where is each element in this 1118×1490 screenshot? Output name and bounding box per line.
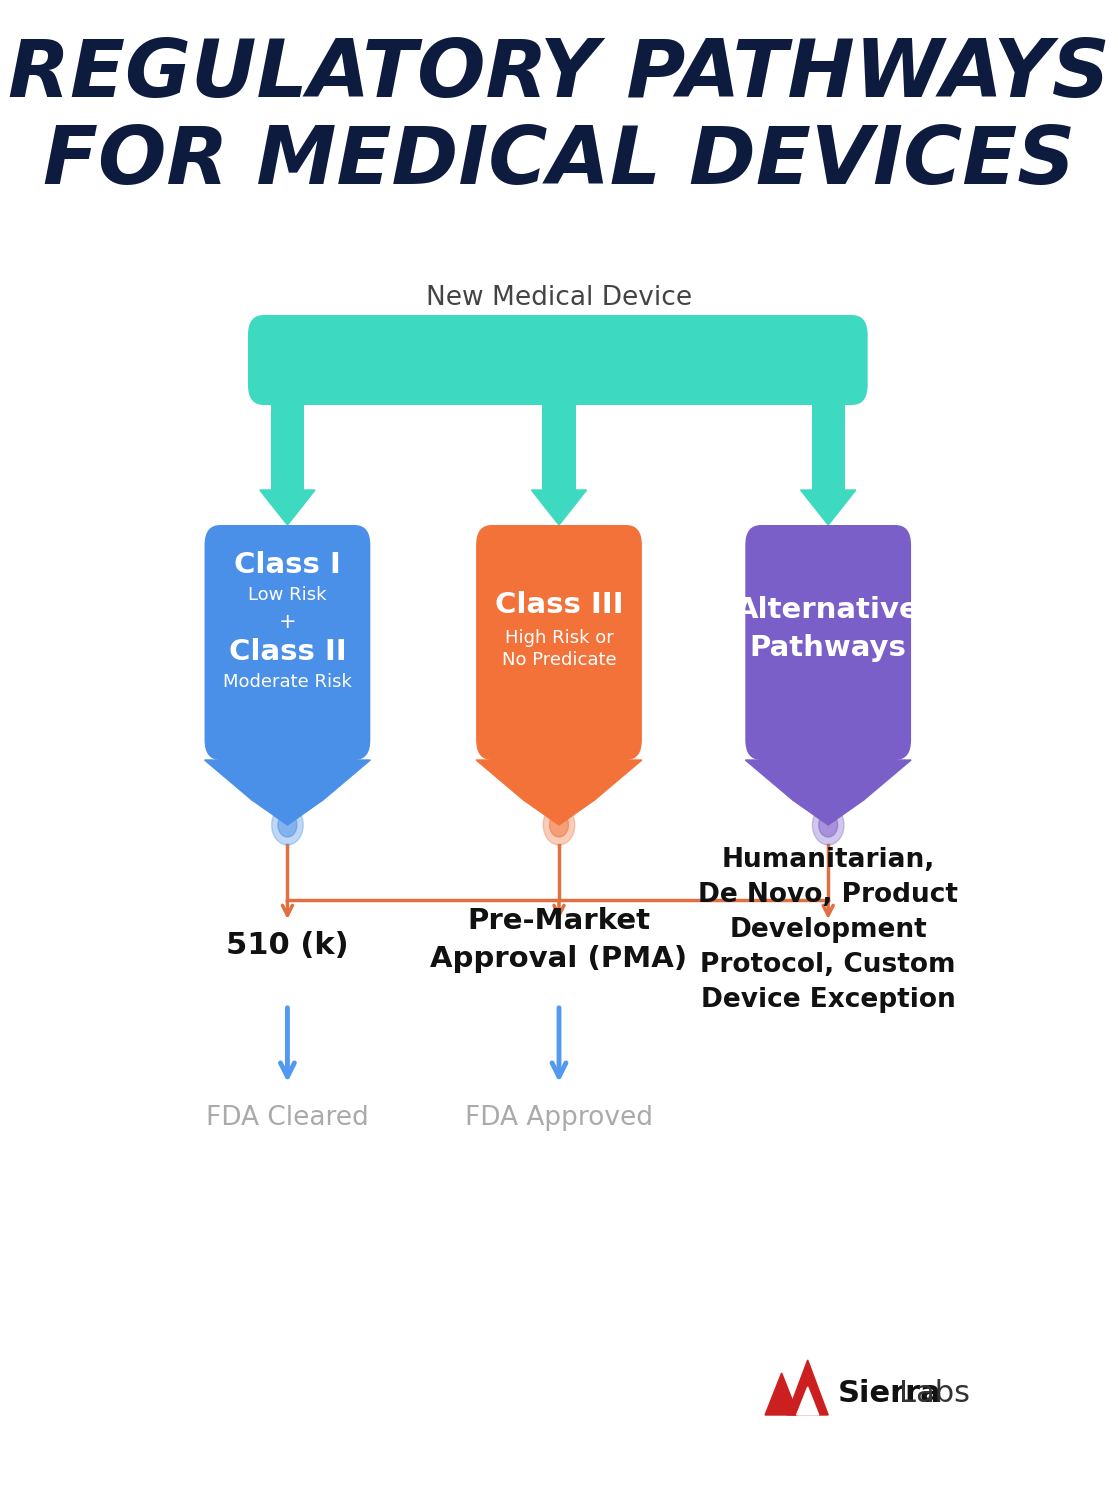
Circle shape — [272, 805, 303, 845]
Text: Low Risk: Low Risk — [248, 586, 326, 603]
Circle shape — [550, 814, 568, 837]
Text: Humanitarian,
De Novo, Product
Development
Protocol, Custom
Device Exception: Humanitarian, De Novo, Product Developme… — [699, 846, 958, 1013]
Text: New Medical Device: New Medical Device — [426, 285, 692, 311]
Polygon shape — [746, 760, 911, 800]
Text: Class I: Class I — [234, 551, 341, 580]
FancyBboxPatch shape — [271, 375, 304, 490]
FancyBboxPatch shape — [812, 375, 845, 490]
Circle shape — [813, 805, 844, 845]
FancyBboxPatch shape — [476, 524, 642, 760]
FancyBboxPatch shape — [205, 524, 370, 760]
Circle shape — [278, 814, 297, 837]
Polygon shape — [765, 1372, 798, 1415]
Polygon shape — [205, 760, 370, 800]
Polygon shape — [252, 800, 323, 825]
Polygon shape — [793, 800, 864, 825]
Text: No Predicate: No Predicate — [502, 651, 616, 669]
FancyBboxPatch shape — [746, 524, 911, 760]
Text: Alternative: Alternative — [737, 596, 920, 624]
Polygon shape — [797, 1387, 818, 1416]
FancyBboxPatch shape — [542, 375, 576, 490]
Polygon shape — [787, 1360, 828, 1416]
Text: +: + — [278, 612, 296, 632]
Text: FOR MEDICAL DEVICES: FOR MEDICAL DEVICES — [42, 124, 1076, 201]
Text: Moderate Risk: Moderate Risk — [222, 673, 352, 691]
Text: Sierra: Sierra — [837, 1378, 941, 1408]
Text: Pre-Market
Approval (PMA): Pre-Market Approval (PMA) — [430, 907, 688, 973]
Polygon shape — [800, 490, 855, 524]
Polygon shape — [523, 800, 595, 825]
Text: High Risk or: High Risk or — [504, 629, 614, 647]
Polygon shape — [476, 760, 642, 800]
Polygon shape — [259, 490, 315, 524]
Polygon shape — [531, 490, 587, 524]
Text: 510 (k): 510 (k) — [226, 930, 349, 960]
FancyBboxPatch shape — [248, 314, 868, 405]
Text: Pathways: Pathways — [750, 635, 907, 662]
Text: FDA Approved: FDA Approved — [465, 1106, 653, 1131]
Circle shape — [818, 814, 837, 837]
Text: FDA Cleared: FDA Cleared — [206, 1106, 369, 1131]
Text: Class II: Class II — [228, 638, 347, 666]
Text: Class III: Class III — [494, 592, 624, 618]
Text: REGULATORY PATHWAYS: REGULATORY PATHWAYS — [8, 36, 1110, 115]
Circle shape — [543, 805, 575, 845]
Text: Labs: Labs — [899, 1378, 970, 1408]
